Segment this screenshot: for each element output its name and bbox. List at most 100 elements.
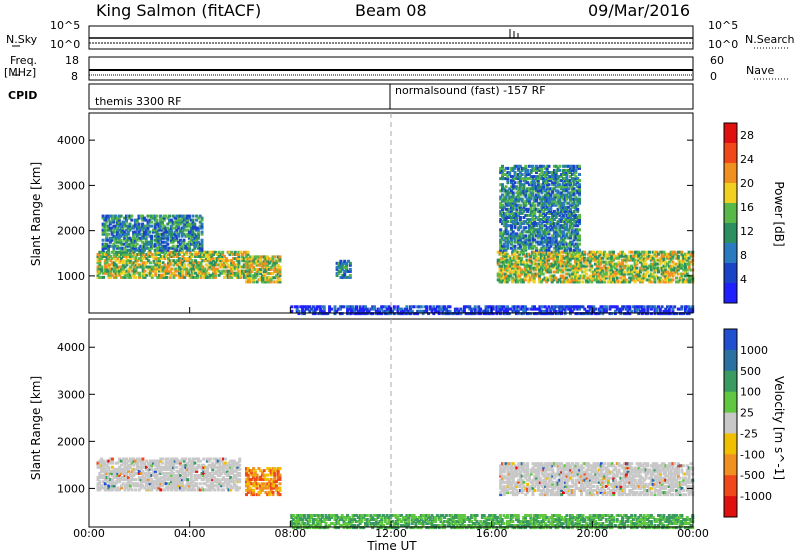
power-cell bbox=[547, 199, 551, 203]
power-cell bbox=[578, 183, 581, 187]
power-cell bbox=[533, 199, 537, 203]
power-cell bbox=[513, 201, 517, 205]
power-cell bbox=[191, 228, 195, 232]
power-cell bbox=[114, 273, 118, 277]
power-cell bbox=[177, 261, 181, 265]
power-cell bbox=[178, 228, 182, 232]
power-cell bbox=[678, 276, 682, 280]
power-cell bbox=[180, 232, 184, 236]
power-cell bbox=[159, 218, 163, 222]
power-cell bbox=[684, 252, 687, 256]
power-cell bbox=[502, 211, 506, 215]
power-cell bbox=[520, 242, 524, 246]
power-cell bbox=[590, 274, 594, 278]
power-cell bbox=[196, 226, 200, 230]
power-cell bbox=[565, 232, 569, 236]
power-cell bbox=[111, 250, 114, 254]
power-cell bbox=[588, 262, 592, 266]
power-cell bbox=[676, 280, 680, 284]
velocity-cell bbox=[105, 471, 109, 475]
power-cell bbox=[554, 222, 558, 226]
power-cell bbox=[226, 250, 230, 254]
velocity-cell bbox=[191, 484, 195, 488]
velocity-cell bbox=[179, 459, 182, 463]
power-cell bbox=[471, 312, 475, 316]
power-cell bbox=[139, 248, 143, 252]
power-cell bbox=[547, 312, 551, 316]
power-cell bbox=[578, 222, 581, 226]
power-cell bbox=[164, 230, 168, 234]
power-cell bbox=[576, 199, 580, 203]
power-cell bbox=[193, 222, 197, 226]
power-cell bbox=[610, 260, 614, 264]
power-cell bbox=[103, 226, 107, 230]
power-cell bbox=[532, 276, 536, 280]
power-cell bbox=[624, 307, 628, 311]
power-cell bbox=[513, 177, 517, 181]
velocity-cell bbox=[146, 480, 150, 484]
power-cell bbox=[567, 228, 571, 232]
power-cell bbox=[642, 266, 646, 270]
power-cell bbox=[159, 257, 163, 261]
power-cell bbox=[275, 267, 278, 271]
power-cell bbox=[511, 168, 515, 172]
power-cell bbox=[525, 268, 529, 272]
power-cell bbox=[105, 234, 109, 238]
power-cell bbox=[506, 166, 510, 170]
power-cell bbox=[506, 236, 510, 240]
power-cell bbox=[158, 257, 161, 261]
power-cell bbox=[488, 312, 492, 316]
power-cell bbox=[548, 274, 552, 278]
power-cell bbox=[640, 262, 644, 266]
power-cell bbox=[536, 207, 540, 211]
power-cell bbox=[513, 197, 517, 201]
power-cell bbox=[552, 183, 556, 187]
power-cell bbox=[561, 226, 565, 230]
power-cell bbox=[554, 189, 558, 193]
power-cell bbox=[669, 266, 673, 270]
power-cell bbox=[130, 261, 134, 265]
power-cell bbox=[194, 271, 198, 275]
power-cell bbox=[502, 197, 506, 201]
power-cell bbox=[539, 252, 543, 256]
power-cell bbox=[531, 168, 535, 172]
power-cell bbox=[257, 263, 261, 267]
power-cell bbox=[565, 177, 569, 181]
power-cell bbox=[508, 240, 512, 244]
power-cell bbox=[501, 238, 504, 242]
power-cell bbox=[252, 265, 256, 269]
power-cell bbox=[561, 274, 565, 278]
power-cell bbox=[689, 252, 693, 256]
power-cell bbox=[515, 218, 519, 221]
velocity-cell bbox=[143, 480, 147, 484]
power-cell bbox=[504, 236, 508, 240]
power-cell bbox=[164, 244, 168, 248]
power-cell bbox=[655, 262, 659, 266]
power-cell bbox=[518, 260, 522, 264]
power-cell bbox=[570, 203, 574, 207]
power-cell bbox=[576, 197, 580, 201]
velocity-cell bbox=[123, 461, 127, 465]
power-cell bbox=[505, 276, 509, 280]
power-cell bbox=[561, 254, 565, 258]
power-cell bbox=[518, 185, 522, 189]
velocity-cell bbox=[110, 484, 114, 488]
power-cell bbox=[217, 263, 221, 267]
velocity-cell bbox=[182, 474, 186, 477]
power-cell bbox=[107, 252, 111, 256]
power-cell bbox=[351, 307, 355, 311]
power-cell bbox=[295, 309, 299, 313]
power-cell bbox=[529, 181, 533, 185]
power-cell bbox=[516, 254, 520, 258]
power-cell bbox=[365, 312, 369, 316]
power-cell bbox=[148, 248, 152, 252]
power-cell bbox=[687, 262, 691, 266]
power-cell bbox=[569, 211, 572, 215]
power-cell bbox=[136, 265, 140, 269]
power-cell bbox=[513, 185, 517, 189]
power-cell bbox=[498, 250, 502, 254]
power-cell bbox=[495, 307, 499, 311]
velocity-cell bbox=[168, 461, 172, 465]
power-cell bbox=[525, 258, 529, 262]
power-cell bbox=[391, 309, 394, 313]
